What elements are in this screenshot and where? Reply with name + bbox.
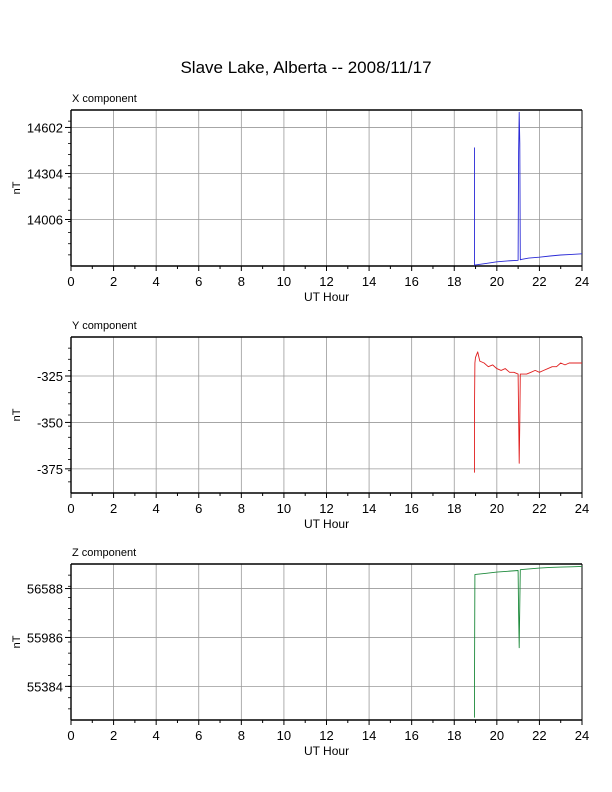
y-tick-label: 56588 (27, 582, 63, 597)
x-axis-label: UT Hour (304, 290, 349, 304)
x-tick-label: 24 (575, 501, 589, 516)
x-tick-label: 20 (490, 728, 504, 743)
y-tick-label: -350 (37, 415, 63, 430)
x-tick-label: 0 (67, 728, 74, 743)
x-tick-label: 6 (195, 274, 202, 289)
x-tick-label: 16 (404, 501, 418, 516)
data-series-line (474, 565, 583, 718)
y-tick-label: -375 (37, 462, 63, 477)
x-tick-label: 2 (110, 274, 117, 289)
x-tick-label: 2 (110, 728, 117, 743)
y-axis-label: nT (11, 408, 23, 421)
y-tick-label: 55986 (27, 630, 63, 645)
x-tick-label: 0 (67, 274, 74, 289)
x-tick-label: 14 (362, 728, 376, 743)
x-axis-label: UT Hour (304, 744, 349, 758)
x-tick-label: 22 (532, 274, 546, 289)
panel-title: X component (72, 93, 137, 105)
x-tick-label: 12 (319, 274, 333, 289)
x-tick-label: 6 (195, 501, 202, 516)
x-tick-label: 18 (447, 728, 461, 743)
x-tick-label: 6 (195, 728, 202, 743)
x-tick-label: 22 (532, 501, 546, 516)
x-tick-label: 12 (319, 728, 333, 743)
x-tick-label: 18 (447, 501, 461, 516)
y-tick-label: 14304 (27, 166, 63, 181)
x-tick-label: 16 (404, 728, 418, 743)
x-tick-label: 14 (362, 274, 376, 289)
y-tick-label: 14006 (27, 213, 63, 228)
x-tick-label: 4 (153, 274, 160, 289)
x-tick-label: 20 (490, 274, 504, 289)
y-axis-label: nT (11, 635, 23, 648)
panel-title: Z component (72, 547, 136, 559)
x-tick-label: 8 (238, 501, 245, 516)
x-tick-label: 10 (277, 728, 291, 743)
x-tick-label: 22 (532, 728, 546, 743)
x-axis-label: UT Hour (304, 517, 349, 531)
y-axis-label: nT (11, 181, 23, 194)
x-tick-label: 8 (238, 728, 245, 743)
x-tick-label: 12 (319, 501, 333, 516)
x-tick-label: 20 (490, 501, 504, 516)
x-tick-label: 10 (277, 274, 291, 289)
data-series-line (474, 111, 583, 266)
x-tick-label: 18 (447, 274, 461, 289)
data-series-line (474, 351, 582, 473)
page-title: Slave Lake, Alberta -- 2008/11/17 (180, 58, 432, 77)
x-tick-label: 4 (153, 501, 160, 516)
x-tick-label: 0 (67, 501, 74, 516)
x-tick-label: 10 (277, 501, 291, 516)
panel-title: Y component (72, 320, 137, 332)
y-tick-label: -325 (37, 369, 63, 384)
y-tick-label: 14602 (27, 120, 63, 135)
x-tick-label: 24 (575, 728, 589, 743)
x-tick-label: 8 (238, 274, 245, 289)
x-tick-label: 24 (575, 274, 589, 289)
x-tick-label: 14 (362, 501, 376, 516)
x-tick-label: 4 (153, 728, 160, 743)
y-tick-label: 55384 (27, 679, 63, 694)
x-tick-label: 2 (110, 501, 117, 516)
x-tick-label: 16 (404, 274, 418, 289)
